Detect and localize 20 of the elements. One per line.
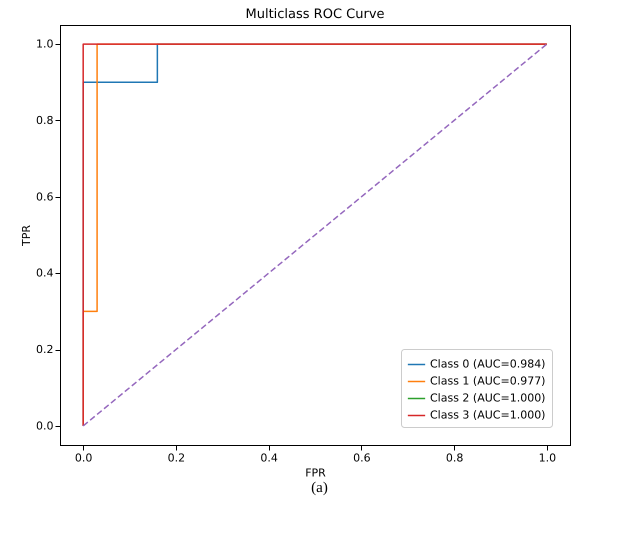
text: (a) — [310, 480, 329, 497]
chart-title: Multiclass ROC Curve — [245, 7, 385, 22]
legend-label: Class 3 (AUC=1.000) — [430, 408, 546, 422]
legend-label: Class 1 (AUC=0.977) — [430, 374, 546, 388]
y-tick-label: 0.8 — [36, 114, 54, 127]
x-tick-label: 0.4 — [260, 452, 278, 464]
x-tick-label: 0.0 — [74, 452, 92, 464]
x-tick-label: 0.2 — [168, 452, 186, 464]
y-tick-label: 0.2 — [36, 343, 54, 356]
y-tick-label: 0.0 — [36, 419, 54, 432]
y-axis-title: TPR — [20, 224, 34, 247]
y-tick-label: 0.6 — [36, 190, 54, 204]
legend-label: Class 2 (AUC=1.000) — [430, 392, 546, 404]
x-tick-label: 0.8 — [446, 452, 464, 464]
x-axis-title: FPR — [305, 466, 326, 480]
y-tick-label: 1.0 — [36, 38, 54, 51]
y-tick-label: 0.4 — [36, 266, 54, 280]
legend-label: Class 0 (AUC=0.984) — [430, 358, 546, 370]
x-tick-label: 0.6 — [353, 452, 371, 464]
x-tick-label: 1.0 — [538, 452, 556, 464]
